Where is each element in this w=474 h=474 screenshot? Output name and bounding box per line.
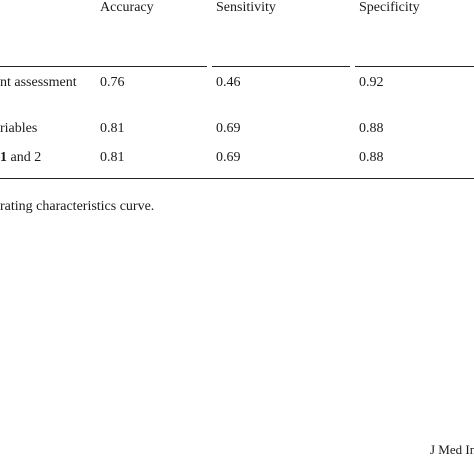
row-label-text: and 2 (7, 150, 42, 165)
cell-accuracy: 0.76 (100, 75, 125, 90)
header-rule-specificity (355, 66, 474, 67)
header-rule-sensitivity (212, 66, 350, 67)
column-header-sensitivity: Sensitivity (216, 0, 276, 15)
cell-sensitivity: 0.69 (216, 121, 241, 136)
cell-specificity: 0.88 (359, 121, 384, 136)
cell-sensitivity: 0.69 (216, 150, 241, 165)
table-bottom-rule (0, 178, 474, 179)
row-label: 1 and 2 (0, 150, 41, 166)
row-label: nt assessment (0, 75, 77, 90)
cell-sensitivity: 0.46 (216, 75, 241, 90)
journal-name: J Med In (430, 442, 474, 457)
header-rule-accuracy (0, 66, 207, 67)
cell-accuracy: 0.81 (100, 121, 125, 136)
table-footnote: rating characteristics curve. (0, 199, 155, 214)
row-label-prefix: 1 (0, 150, 7, 165)
row-label: riables (0, 121, 38, 136)
cell-accuracy: 0.81 (100, 150, 125, 165)
column-header-specificity: Specificity (359, 0, 420, 15)
column-header-accuracy: Accuracy (100, 0, 154, 15)
cell-specificity: 0.88 (359, 150, 384, 165)
cell-specificity: 0.92 (359, 75, 384, 90)
